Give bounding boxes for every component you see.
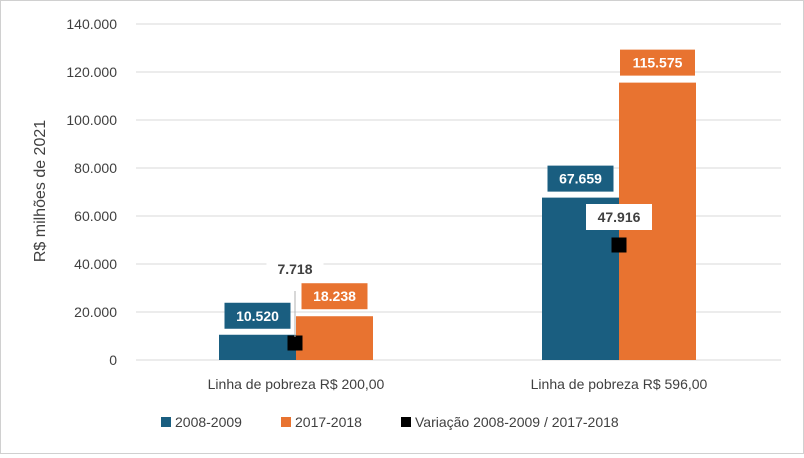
- y-tick-label: 100.000: [66, 112, 117, 128]
- data-label-variation: 47.916: [586, 204, 652, 230]
- y-axis-label: R$ milhões de 2021: [32, 120, 49, 262]
- data-label-2008-2009-box: [547, 165, 614, 192]
- data-label-variation-box: [586, 204, 652, 230]
- bar-2017-2018: [296, 316, 373, 360]
- data-label-2008-2009-text: 67.659: [559, 171, 602, 187]
- bar-2008-2009: [219, 334, 296, 360]
- data-label-2008-2009-text: 10.520: [236, 308, 279, 324]
- y-tick-label: 140.000: [66, 16, 117, 32]
- y-tick-label: 80.000: [74, 160, 117, 176]
- legend-swatch: [161, 417, 171, 427]
- x-category-label: Linha de pobreza R$ 596,00: [531, 376, 708, 392]
- legend-label: 2008-2009: [175, 414, 242, 430]
- data-label-2017-2018-text: 18.238: [313, 288, 356, 304]
- data-label-variation-text: 47.916: [598, 209, 641, 225]
- data-label-variation: 7.718: [266, 256, 324, 282]
- legend-swatch: [401, 417, 411, 427]
- variation-marker: [611, 237, 627, 253]
- legend: 2008-2009 2017-2018 Variação 2008-2009 / 2…: [161, 414, 619, 430]
- y-tick-label: 20.000: [74, 304, 117, 320]
- y-tick-label: 40.000: [74, 256, 117, 272]
- data-label-2008-2009: 67.659: [547, 165, 614, 192]
- data-label-2017-2018-text: 115.575: [633, 55, 683, 71]
- data-label-2008-2009: 10.520: [224, 302, 291, 329]
- legend-swatch: [281, 417, 291, 427]
- category-labels: Linha de pobreza R$ 200,00 Linha de pobre…: [208, 376, 708, 392]
- data-label-variation-text: 7.718: [277, 261, 312, 277]
- data-label-2017-2018: 115.575: [620, 49, 695, 76]
- data-label-2017-2018-box: [301, 283, 368, 310]
- legend-label: 2017-2018: [295, 414, 362, 430]
- x-category-label: Linha de pobreza R$ 200,00: [208, 376, 385, 392]
- y-axis-ticks: 0 20.000 40.000 60.000 80.000 100.000 120.000 1…: [66, 16, 117, 368]
- data-label-2008-2009-box: [224, 302, 291, 329]
- legend-label: Variação 2008-2009 / 2017-2018: [415, 414, 619, 430]
- variation-marker: [287, 335, 303, 351]
- data-label-2017-2018-box: [620, 49, 695, 76]
- y-tick-label: 60.000: [74, 208, 117, 224]
- y-tick-label: 0: [109, 352, 117, 368]
- y-tick-label: 120.000: [66, 64, 117, 80]
- variation-markers: [287, 237, 627, 351]
- data-label-variation-box: [266, 256, 324, 282]
- data-labels: 10.520 18.238 67.659 115.575 7.718 47.916: [224, 49, 695, 337]
- data-label-2017-2018: 18.238: [301, 283, 368, 310]
